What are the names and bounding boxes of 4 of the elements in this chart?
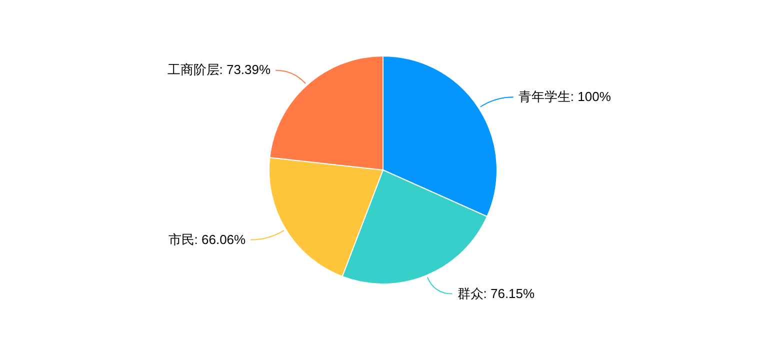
slice-label: 工商阶层: 73.39% (167, 62, 272, 78)
slice-label: 青年学生: 100% (518, 89, 612, 104)
slice-label: 市民: 66.06% (168, 232, 246, 247)
slice-label: 群众: 76.15% (457, 286, 536, 301)
